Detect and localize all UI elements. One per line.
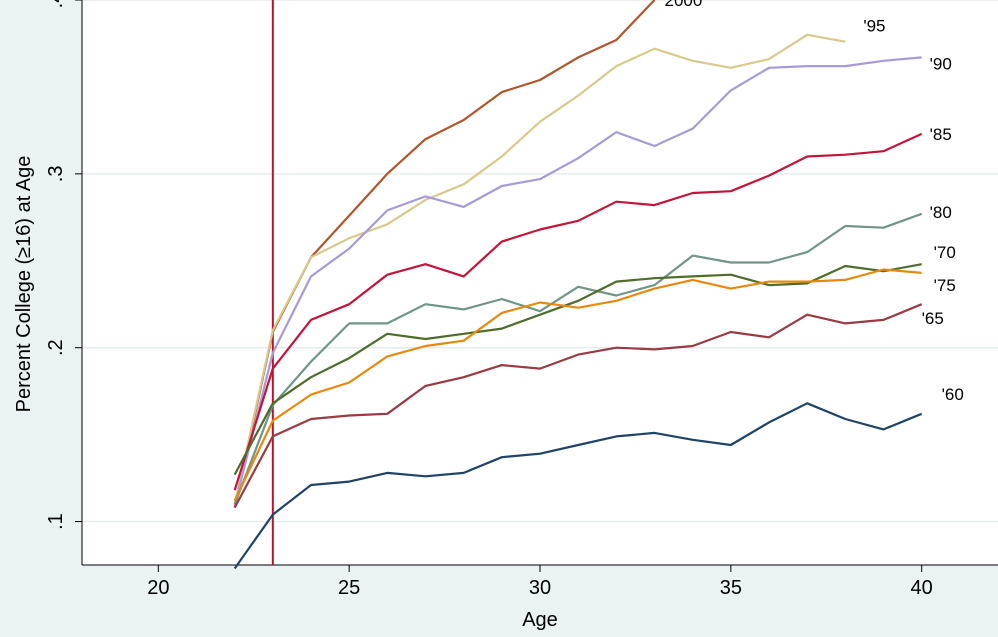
series-label: 2000 (665, 0, 703, 10)
series-line (233, 33, 846, 505)
x-tick-label: 20 (147, 577, 169, 599)
series-group (233, 0, 923, 570)
plot-area (82, 0, 998, 565)
series-line (233, 268, 922, 502)
gridlines (82, 0, 998, 523)
series-line (233, 132, 923, 491)
series-line (233, 402, 923, 570)
x-tick-label: 30 (529, 577, 551, 599)
series-label: '95 (863, 17, 885, 36)
x-axis-title: Age (522, 609, 558, 631)
series-label: '65 (922, 309, 944, 328)
axes: .1 .2 .3 .4 20 25 30 35 40 (45, 0, 998, 599)
series-label: '60 (942, 385, 964, 404)
x-tick-label: 40 (911, 577, 933, 599)
series-label: '90 (930, 54, 952, 73)
y-tick-label: .1 (45, 513, 67, 530)
series-line (233, 56, 922, 507)
series-label: '80 (930, 203, 952, 222)
x-tick-label: 35 (720, 577, 742, 599)
series-label: '75 (934, 276, 956, 295)
series-line (233, 263, 922, 476)
y-axis-title: Percent College (≥16) at Age (13, 156, 35, 413)
series-labels: 2000 '95 '90 '85 '80 '70 '75 '65 '60 (665, 0, 964, 404)
series-line (233, 303, 923, 509)
series-label: '70 (934, 243, 956, 262)
y-tick-label: .4 (45, 0, 67, 8)
x-tick-label: 25 (338, 577, 360, 599)
y-tick-label: .3 (45, 166, 67, 183)
series-line (233, 212, 923, 505)
series-label: '85 (930, 125, 952, 144)
y-tick-label: .2 (45, 339, 67, 356)
